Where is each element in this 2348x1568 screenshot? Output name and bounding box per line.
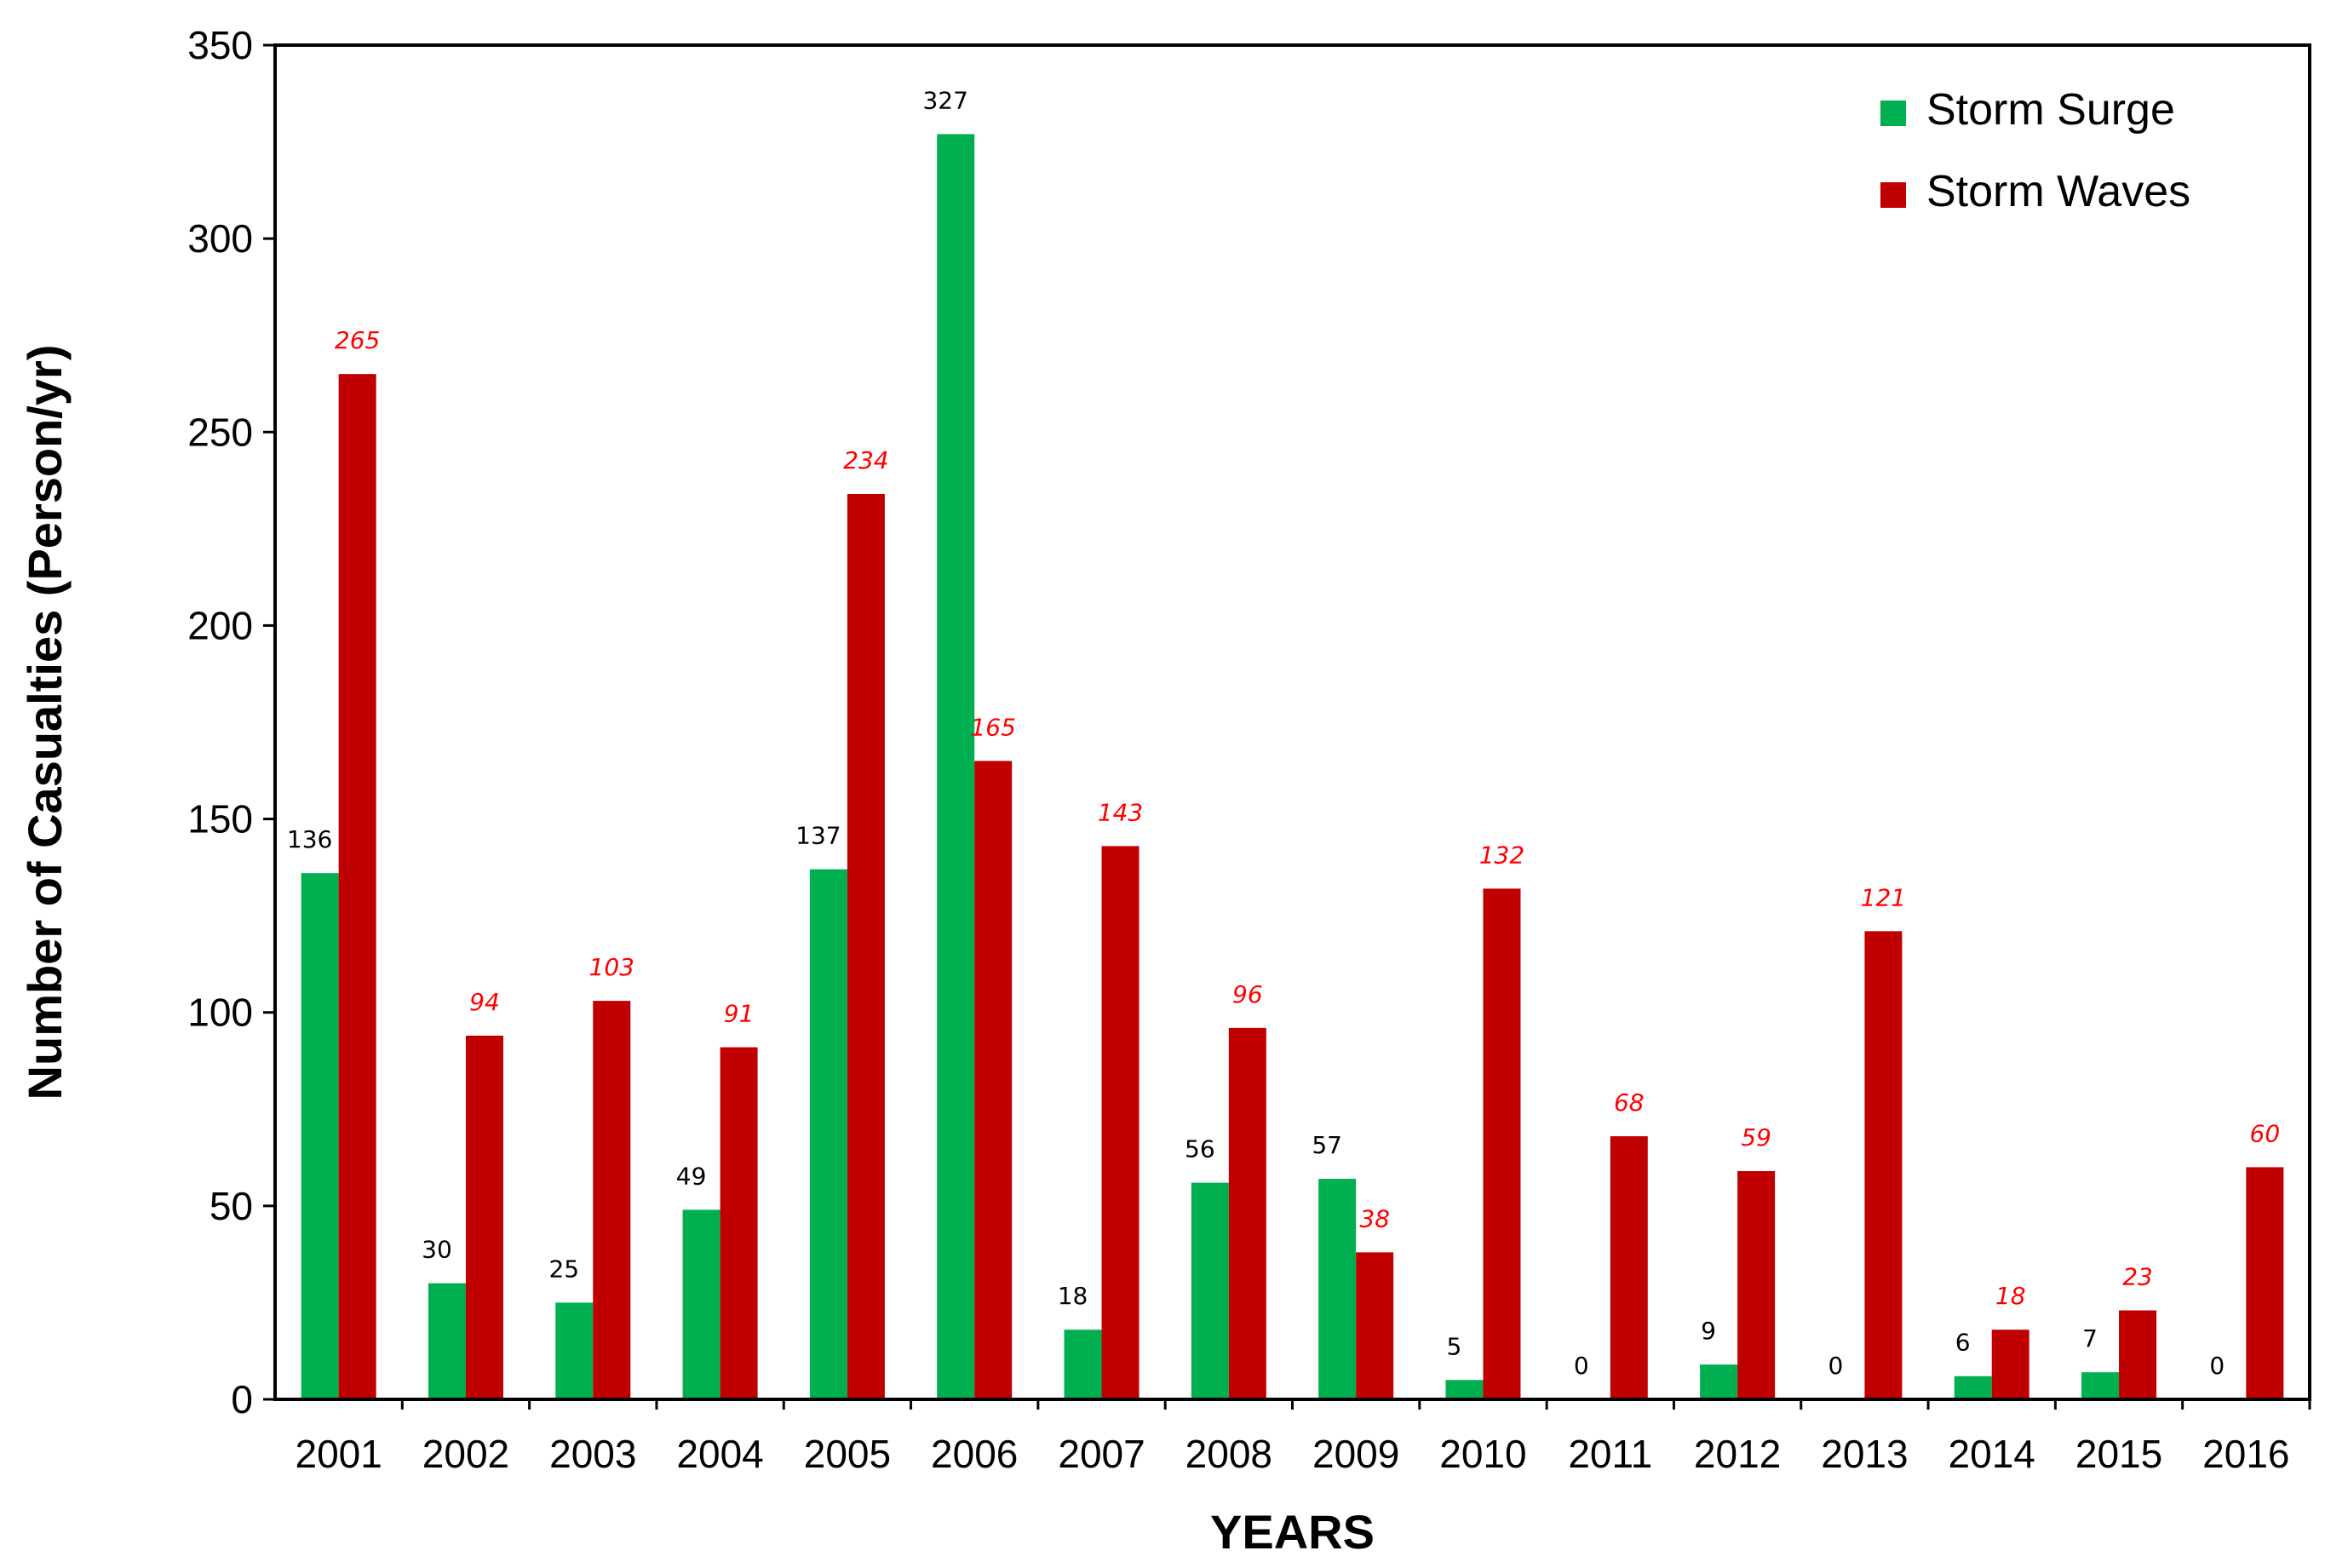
storm-waves-bar [1610, 1136, 1648, 1399]
legend-label-storm-waves: Storm Waves [1926, 167, 2190, 216]
x-tick-label: 2001 [295, 1432, 382, 1476]
storm-surge-bar [301, 873, 339, 1399]
storm-waves-value-label: 103 [589, 953, 634, 981]
storm-waves-bar [974, 761, 1013, 1399]
legend-label-storm-surge: Storm Surge [1926, 85, 2175, 135]
storm-waves-bar [1356, 1252, 1394, 1399]
storm-surge-value-label: 25 [548, 1255, 579, 1283]
x-tick-label: 2005 [804, 1432, 891, 1476]
x-tick-label: 2008 [1185, 1432, 1272, 1476]
x-tick-label: 2011 [1568, 1432, 1652, 1476]
storm-waves-value-label: 23 [2122, 1263, 2153, 1291]
y-tick-label: 0 [231, 1377, 253, 1422]
storm-surge-bar [1445, 1380, 1484, 1399]
storm-surge-value-label: 137 [795, 822, 841, 850]
storm-waves-bar [1483, 888, 1521, 1399]
y-tick-label: 200 [187, 603, 253, 647]
storm-waves-value-label: 132 [1479, 841, 1524, 869]
storm-waves-bar [593, 1001, 631, 1399]
storm-waves-value-label: 143 [1098, 798, 1143, 826]
storm-surge-bar [1191, 1182, 1229, 1399]
x-tick-label: 2006 [931, 1432, 1018, 1476]
storm-surge-value-label: 56 [1185, 1135, 1215, 1163]
storm-surge-value-label: 18 [1058, 1282, 1088, 1310]
storm-surge-value-label: 0 [1828, 1352, 1843, 1380]
storm-surge-value-label: 327 [922, 86, 967, 114]
storm-waves-value-label: 96 [1232, 980, 1263, 1008]
x-tick-label: 2009 [1312, 1432, 1399, 1476]
storm-waves-value-label: 18 [1995, 1282, 2026, 1310]
legend-swatch-storm-waves [1880, 182, 1906, 208]
storm-surge-bar [809, 869, 847, 1399]
storm-surge-value-label: 136 [287, 825, 332, 853]
storm-waves-bar [2246, 1167, 2284, 1399]
storm-waves-bar [1101, 846, 1140, 1399]
storm-surge-bar [937, 134, 975, 1399]
storm-waves-value-label: 68 [1614, 1088, 1645, 1117]
storm-surge-bar [1700, 1364, 1738, 1399]
x-axis: 2001 2002 2003 2004 2005 2006 2007 2008 2009 2010… [295, 1399, 2311, 1476]
x-tick-label: 2004 [676, 1432, 763, 1476]
storm-waves-value-label: 165 [970, 713, 1015, 741]
bars-layer [301, 134, 2284, 1400]
y-axis-title: Number of Casualties (Person/yr) [18, 345, 72, 1100]
storm-waves-value-label: 265 [335, 326, 380, 354]
x-tick-label: 2002 [422, 1432, 509, 1476]
legend-swatch-storm-surge [1880, 101, 1906, 126]
storm-waves-value-label: 91 [724, 1000, 755, 1028]
storm-surge-value-label: 0 [2209, 1352, 2225, 1380]
storm-surge-value-label: 57 [1312, 1131, 1342, 1159]
storm-surge-value-label: 49 [676, 1162, 707, 1190]
storm-surge-bar [2081, 1372, 2120, 1399]
storm-waves-bar [1991, 1330, 2029, 1399]
y-tick-label: 300 [187, 216, 253, 261]
storm-waves-bar [847, 493, 885, 1399]
x-tick-label: 2015 [2075, 1432, 2162, 1476]
x-tick-label: 2013 [1821, 1432, 1908, 1476]
storm-waves-bar [1737, 1170, 1776, 1399]
x-tick-label: 2014 [1949, 1432, 2035, 1476]
storm-waves-value-label: 94 [469, 988, 500, 1016]
storm-waves-value-label: 59 [1741, 1123, 1771, 1152]
storm-waves-bar [465, 1035, 503, 1399]
storm-waves-value-label: 234 [843, 446, 888, 474]
y-tick-label: 100 [187, 991, 253, 1035]
storm-waves-bar [1864, 931, 1903, 1399]
y-axis: 0 50 100 150 200 250 300 350 [187, 23, 275, 1422]
y-tick-label: 250 [187, 410, 253, 454]
storm-surge-bar [1954, 1376, 1992, 1399]
storm-waves-value-label: 60 [2250, 1119, 2281, 1147]
storm-surge-value-label: 7 [2082, 1324, 2098, 1353]
data-labels-layer: 1362653094251034991137234327165181435696… [287, 86, 2280, 1380]
storm-waves-bar [1228, 1027, 1266, 1399]
x-axis-title: YEARS [1210, 1505, 1375, 1559]
y-tick-label: 150 [187, 797, 253, 841]
x-tick-label: 2010 [1439, 1432, 1526, 1476]
storm-surge-value-label: 0 [1574, 1352, 1589, 1380]
storm-surge-bar [1318, 1179, 1357, 1399]
x-tick-label: 2007 [1058, 1432, 1145, 1476]
x-tick-label: 2016 [2202, 1432, 2289, 1476]
storm-surge-value-label: 9 [1701, 1317, 1716, 1345]
storm-surge-bar [1064, 1330, 1102, 1399]
x-tick-label: 2003 [549, 1432, 636, 1476]
y-tick-label: 350 [187, 23, 253, 67]
storm-waves-bar [2119, 1310, 2157, 1399]
y-tick-label: 50 [210, 1184, 253, 1228]
storm-surge-bar [428, 1283, 466, 1399]
storm-surge-bar [555, 1302, 594, 1399]
storm-surge-value-label: 6 [1955, 1329, 1971, 1357]
storm-waves-value-label: 121 [1861, 883, 1906, 911]
legend: Storm Surge Storm Waves [1880, 85, 2190, 216]
storm-surge-bar [682, 1209, 720, 1399]
storm-waves-bar [720, 1047, 758, 1399]
storm-waves-value-label: 38 [1359, 1204, 1390, 1232]
storm-waves-bar [338, 374, 376, 1400]
storm-surge-value-label: 30 [422, 1236, 452, 1264]
x-tick-label: 2012 [1694, 1432, 1781, 1476]
storm-surge-value-label: 5 [1447, 1332, 1462, 1360]
